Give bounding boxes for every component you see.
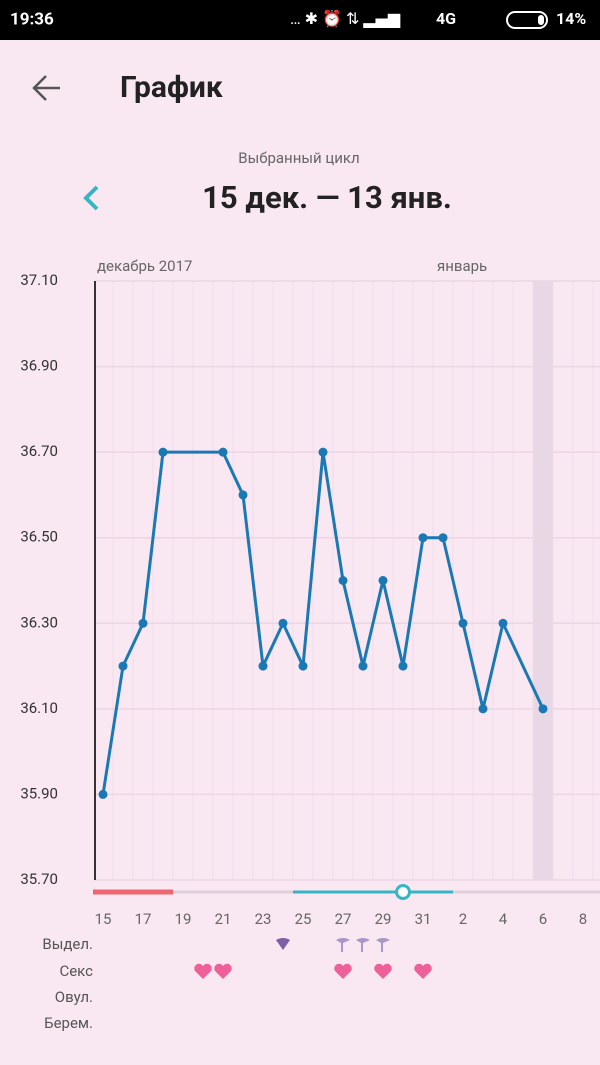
point — [338, 576, 348, 585]
month-label: декабрь 2017 — [97, 257, 192, 275]
point — [378, 576, 388, 585]
today-band — [533, 281, 553, 880]
cycle-range: 15 дек. — 13 янв. — [202, 179, 452, 216]
point — [438, 533, 448, 543]
back-button[interactable] — [32, 75, 60, 101]
point — [358, 661, 368, 671]
y-tick-label: 36.90 — [20, 357, 58, 375]
line-segment — [261, 622, 285, 667]
line-segment — [481, 622, 505, 710]
row-label: Овул. — [55, 988, 93, 1006]
y-tick-label: 35.90 — [20, 784, 58, 802]
line-segment — [221, 451, 245, 496]
row-label: Секс — [59, 962, 93, 980]
line-segment — [301, 452, 325, 667]
point — [138, 618, 148, 628]
point — [398, 661, 408, 671]
x-tick-label: 27 — [335, 910, 352, 928]
line-segment — [361, 580, 385, 667]
point — [418, 533, 428, 543]
line-segment — [241, 494, 265, 667]
point — [238, 490, 248, 500]
time: 19:36 — [10, 9, 54, 29]
point — [258, 661, 268, 671]
x-tick-label: 29 — [375, 910, 392, 928]
point — [118, 661, 128, 671]
line-segment — [121, 622, 145, 667]
point — [98, 789, 108, 799]
y-tick-label: 35.70 — [20, 870, 58, 888]
network: 4G — [436, 9, 456, 28]
line-segment — [461, 622, 485, 710]
line-segment — [101, 665, 125, 795]
line-segment — [281, 622, 305, 667]
point — [278, 618, 288, 628]
point — [498, 618, 508, 628]
x-tick-label: 4 — [499, 910, 508, 928]
x-tick-label: 21 — [215, 910, 232, 928]
x-tick-label: 15 — [95, 910, 112, 928]
cycle-caption: Выбранный цикл — [238, 149, 359, 167]
point — [218, 447, 228, 457]
page-title: График — [120, 70, 223, 105]
x-tick-label: 6 — [539, 910, 547, 928]
y-tick-label: 37.10 — [20, 271, 58, 289]
point — [478, 704, 488, 714]
month-label: январь — [437, 257, 487, 275]
status-icons: … ✱ ⏰ ⇅ ▂▄▆ — [290, 9, 401, 28]
ovulation-marker — [395, 884, 411, 900]
line-segment — [501, 622, 545, 710]
y-tick-label: 36.70 — [20, 442, 58, 460]
row-label: Берем. — [44, 1014, 93, 1032]
prev-cycle[interactable] — [83, 185, 99, 211]
point — [298, 661, 308, 671]
heart-icons — [194, 963, 432, 979]
row-label: Выдел. — [42, 935, 93, 953]
x-tick-label: 23 — [255, 910, 272, 928]
x-tick-label: 2 — [459, 910, 467, 928]
battery: 14% — [556, 9, 586, 28]
point — [458, 618, 468, 628]
x-tick-label: 25 — [295, 910, 312, 928]
line-segment — [441, 537, 465, 624]
battery-level — [538, 15, 544, 25]
x-tick-label: 17 — [135, 910, 152, 928]
status-bar — [0, 0, 600, 40]
point — [318, 447, 328, 457]
line-segment — [141, 451, 165, 624]
line-segment — [381, 580, 405, 667]
x-tick-label: 19 — [175, 910, 192, 928]
y-tick-label: 36.10 — [20, 699, 58, 717]
line-segment — [321, 451, 345, 581]
y-tick-label: 36.30 — [20, 613, 58, 631]
discharge-icons — [276, 938, 390, 952]
battery-icon — [506, 11, 548, 29]
point — [158, 447, 168, 457]
y-tick-label: 36.50 — [20, 528, 58, 546]
x-tick-label: 31 — [415, 910, 432, 928]
point — [538, 704, 548, 714]
x-tick-label: 8 — [579, 910, 587, 928]
line-segment — [401, 537, 425, 667]
line-segment — [341, 580, 365, 667]
